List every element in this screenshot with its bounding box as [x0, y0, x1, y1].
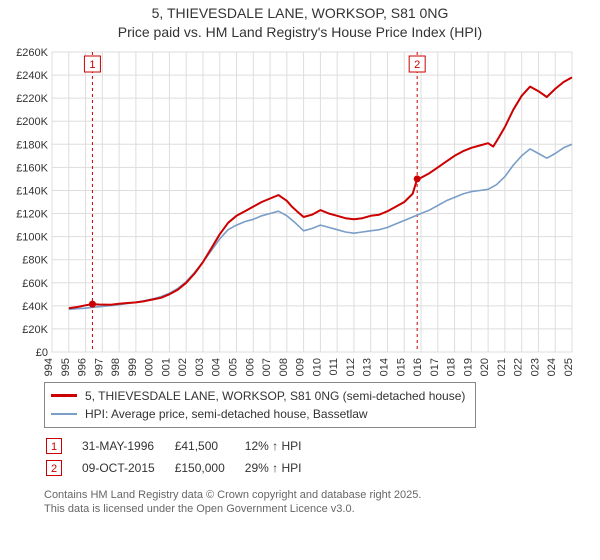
marker-delta: 12% ↑ HPI — [245, 436, 320, 456]
legend-item: 5, THIEVESDALE LANE, WORKSOP, S81 0NG (s… — [51, 387, 465, 405]
svg-text:2010: 2010 — [311, 358, 323, 376]
marker-date: 31-MAY-1996 — [82, 436, 173, 456]
svg-text:2005: 2005 — [228, 358, 240, 376]
svg-text:2008: 2008 — [278, 358, 290, 376]
marker-date: 09-OCT-2015 — [82, 458, 173, 478]
marker-row: 2 09-OCT-2015£150,00029% ↑ HPI — [46, 458, 319, 478]
svg-text:£200K: £200K — [16, 116, 48, 128]
svg-text:2017: 2017 — [429, 358, 441, 376]
svg-text:1995: 1995 — [60, 358, 72, 376]
svg-text:2013: 2013 — [362, 358, 374, 376]
svg-text:2007: 2007 — [261, 358, 273, 376]
svg-text:£80K: £80K — [22, 254, 48, 266]
svg-text:£0: £0 — [36, 347, 48, 359]
svg-text:£100K: £100K — [16, 231, 48, 243]
marker-badge: 1 — [46, 438, 62, 454]
svg-text:2019: 2019 — [462, 358, 474, 376]
title-line-2: Price paid vs. HM Land Registry's House … — [118, 24, 482, 40]
legend-label: 5, THIEVESDALE LANE, WORKSOP, S81 0NG (s… — [85, 389, 465, 403]
svg-text:£140K: £140K — [16, 185, 48, 197]
svg-text:1996: 1996 — [77, 358, 89, 376]
footer: Contains HM Land Registry data © Crown c… — [44, 488, 600, 517]
legend: 5, THIEVESDALE LANE, WORKSOP, S81 0NG (s… — [44, 382, 476, 428]
svg-text:1998: 1998 — [110, 358, 122, 376]
footer-line-1: Contains HM Land Registry data © Crown c… — [44, 489, 421, 501]
svg-text:2014: 2014 — [378, 358, 390, 376]
chart-title: 5, THIEVESDALE LANE, WORKSOP, S81 0NG Pr… — [0, 0, 600, 42]
marker-badge: 2 — [46, 460, 62, 476]
legend-swatch — [51, 413, 77, 415]
svg-text:1994: 1994 — [43, 358, 55, 376]
svg-text:2015: 2015 — [395, 358, 407, 376]
footer-line-2: This data is licensed under the Open Gov… — [44, 503, 355, 515]
svg-text:1999: 1999 — [127, 358, 139, 376]
svg-text:£240K: £240K — [16, 70, 48, 82]
svg-text:2024: 2024 — [546, 358, 558, 376]
legend-item: HPI: Average price, semi-detached house,… — [51, 405, 465, 423]
svg-text:2009: 2009 — [295, 358, 307, 376]
svg-text:2004: 2004 — [211, 358, 223, 376]
svg-text:2022: 2022 — [513, 358, 525, 376]
marker-table: 1 31-MAY-1996£41,50012% ↑ HPI 2 09-OCT-2015… — [44, 434, 321, 480]
title-line-1: 5, THIEVESDALE LANE, WORKSOP, S81 0NG — [152, 5, 449, 21]
marker-price: £41,500 — [175, 436, 243, 456]
svg-text:2002: 2002 — [177, 358, 189, 376]
svg-text:£60K: £60K — [22, 278, 48, 290]
svg-text:2023: 2023 — [529, 358, 541, 376]
marker-price: £150,000 — [175, 458, 243, 478]
svg-text:2016: 2016 — [412, 358, 424, 376]
svg-text:2006: 2006 — [244, 358, 256, 376]
svg-text:2000: 2000 — [144, 358, 156, 376]
marker-row: 1 31-MAY-1996£41,50012% ↑ HPI — [46, 436, 319, 456]
svg-text:2021: 2021 — [496, 358, 508, 376]
svg-text:2012: 2012 — [345, 358, 357, 376]
svg-text:1997: 1997 — [93, 358, 105, 376]
svg-text:2001: 2001 — [160, 358, 172, 376]
chart-area: £0 £20K £40K £60K £80K £100K £120K £140K £160K £1… — [8, 46, 588, 376]
svg-text:£220K: £220K — [16, 93, 48, 105]
svg-text:2020: 2020 — [479, 358, 491, 376]
svg-text:1: 1 — [89, 59, 95, 71]
legend-swatch — [51, 394, 77, 397]
marker-delta: 29% ↑ HPI — [245, 458, 320, 478]
chart-svg: £0 £20K £40K £60K £80K £100K £120K £140K £160K £1… — [8, 46, 578, 376]
svg-text:£260K: £260K — [16, 47, 48, 59]
svg-text:£180K: £180K — [16, 139, 48, 151]
svg-text:£20K: £20K — [22, 324, 48, 336]
svg-text:2: 2 — [414, 59, 420, 71]
svg-text:£120K: £120K — [16, 208, 48, 220]
svg-text:£160K: £160K — [16, 162, 48, 174]
legend-label: HPI: Average price, semi-detached house,… — [85, 407, 368, 421]
svg-text:2003: 2003 — [194, 358, 206, 376]
svg-text:2018: 2018 — [446, 358, 458, 376]
svg-text:2011: 2011 — [328, 358, 340, 376]
svg-text:2025: 2025 — [563, 358, 575, 376]
svg-text:£40K: £40K — [22, 301, 48, 313]
